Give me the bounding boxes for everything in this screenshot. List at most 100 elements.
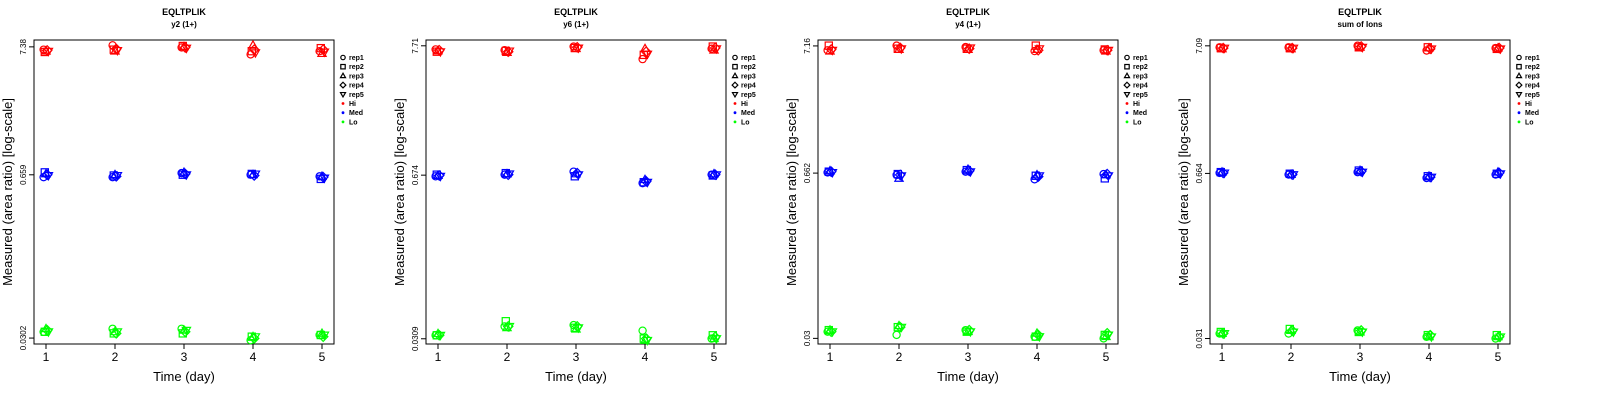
chart-panel-3: EQLTPLIK y4 (1+) 1 2 3 4 5 0.03 0.662 7.16 Time (d… — [784, 7, 1148, 384]
y-tick-label: 7.16 — [803, 38, 812, 54]
data-point — [1284, 170, 1293, 179]
data-point — [1219, 169, 1230, 179]
legend-symbol — [1124, 54, 1130, 61]
data-point — [1424, 43, 1436, 55]
legend-color-dot — [1517, 120, 1521, 124]
data-point — [110, 170, 122, 182]
x-tick-label: 1 — [43, 350, 50, 364]
x-tick-label: 3 — [181, 350, 188, 364]
data-point — [1357, 328, 1368, 338]
legend-color-dot — [341, 120, 345, 124]
data-point — [43, 47, 54, 57]
data-point — [250, 170, 261, 180]
x-tick-label: 5 — [1495, 350, 1502, 364]
data-point — [823, 168, 832, 177]
legend-symbol — [1516, 54, 1522, 61]
legend-entry: rep3 — [1133, 73, 1148, 80]
legend-entry: Lo — [1133, 119, 1142, 126]
legend-entry: rep1 — [349, 55, 364, 62]
data-point — [825, 326, 837, 338]
legend-entry: rep5 — [741, 92, 756, 99]
data-point — [823, 327, 832, 336]
data-point — [1215, 168, 1224, 178]
data-point — [1219, 44, 1230, 54]
chart-title: EQLTPLIK — [946, 7, 990, 17]
legend-entry: rep4 — [1525, 83, 1540, 90]
data-point — [1217, 42, 1229, 54]
legend-entry: rep5 — [349, 92, 364, 99]
x-tick-label: 3 — [965, 350, 972, 364]
y-tick-label: 0.674 — [411, 165, 420, 186]
legend-entry: rep3 — [1525, 73, 1540, 80]
data-point — [1288, 44, 1299, 54]
y-tick-label: 0.659 — [19, 164, 28, 185]
legend-entry: rep3 — [349, 73, 364, 80]
legend-color-dot — [733, 120, 737, 124]
x-tick-label: 2 — [896, 350, 903, 364]
data-point — [435, 172, 446, 182]
y-tick-label: 0.0309 — [411, 326, 420, 351]
data-point — [1422, 332, 1431, 342]
legend-entry: Hi — [1525, 101, 1532, 108]
data-point — [1493, 331, 1505, 343]
data-point — [315, 172, 324, 181]
data-point — [711, 171, 722, 181]
data-point — [431, 172, 440, 181]
legend-entry: rep4 — [349, 83, 364, 90]
chart-subtitle: y4 (1+) — [955, 20, 981, 29]
data-point — [711, 335, 722, 345]
data-point — [504, 322, 515, 332]
plot-frame — [33, 39, 335, 345]
y-axis-label: Measured (area ratio) [log-scale] — [1176, 98, 1191, 286]
legend-color-dot — [1517, 111, 1521, 115]
data-point — [1426, 333, 1437, 343]
data-point — [1423, 330, 1432, 340]
legend-entry: Hi — [741, 101, 748, 108]
x-axis-label: Time (day) — [153, 369, 215, 384]
data-point — [642, 50, 653, 60]
legend-color-dot — [1125, 111, 1129, 115]
data-point — [1100, 331, 1112, 341]
data-point — [43, 328, 54, 338]
chart-panel-2: EQLTPLIK y6 (1+) 1 2 3 4 5 0.0309 0.674 7.71 Time … — [392, 7, 756, 384]
data-point — [1357, 168, 1368, 178]
x-tick-label: 3 — [573, 350, 580, 364]
legend-symbol — [1123, 72, 1131, 79]
legend-entry: Hi — [1133, 101, 1140, 108]
data-point — [1034, 45, 1045, 55]
x-tick-label: 5 — [1103, 350, 1110, 364]
data-point — [43, 172, 54, 182]
legend-color-dot — [733, 102, 737, 105]
x-tick-label: 4 — [1426, 350, 1433, 364]
data-point — [1219, 330, 1230, 340]
data-point — [247, 331, 259, 341]
plot-frame — [817, 39, 1119, 345]
legend-entry: Med — [741, 110, 755, 117]
data-point — [112, 172, 123, 182]
data-point — [963, 43, 975, 55]
data-point — [709, 169, 721, 181]
data-point — [1357, 43, 1368, 53]
x-tick-label: 5 — [711, 350, 718, 364]
data-point — [108, 41, 117, 50]
data-point — [1288, 328, 1299, 338]
legend-entry: rep2 — [1525, 64, 1540, 71]
legend-color-dot — [1125, 102, 1129, 105]
data-point — [1217, 328, 1229, 340]
legend-entry: rep4 — [1133, 83, 1148, 90]
legend-entry: rep3 — [741, 73, 756, 80]
data-point — [112, 46, 123, 56]
legend-symbol — [340, 54, 346, 61]
data-point — [435, 48, 446, 58]
chart-panel-1: EQLTPLIK y2 (1+) 1 2 3 4 5 0.0302 0.659 7.38 Time … — [0, 7, 364, 384]
data-point — [1288, 171, 1299, 181]
data-point — [639, 334, 649, 343]
x-tick-label: 2 — [504, 350, 511, 364]
data-point — [893, 172, 905, 182]
data-point — [1495, 170, 1506, 180]
data-point — [711, 45, 722, 55]
legend-symbol — [339, 72, 347, 79]
legend-color-dot — [341, 102, 345, 105]
legend-symbol — [1123, 91, 1131, 99]
chart-subtitle: sum of Ions — [1338, 20, 1383, 29]
